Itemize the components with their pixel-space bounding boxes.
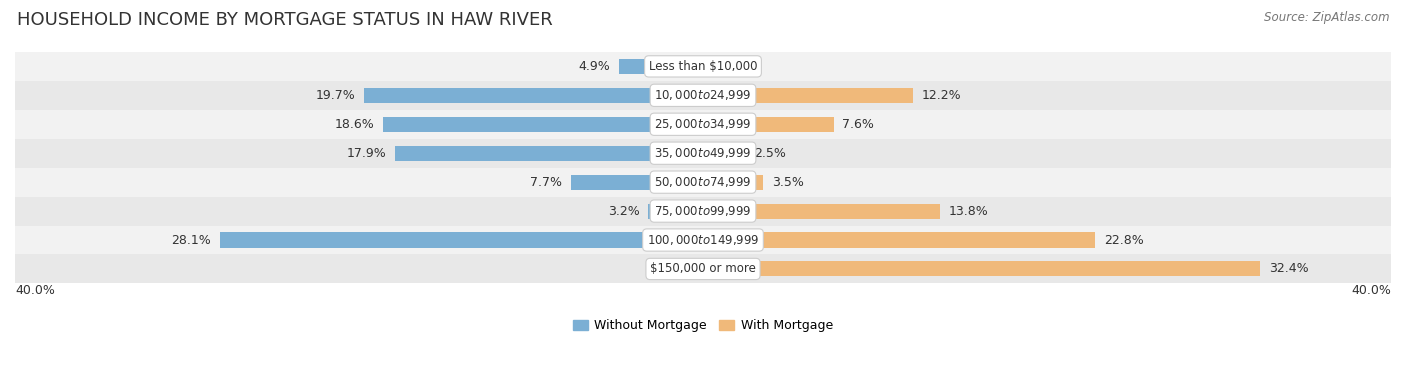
- Text: 2.5%: 2.5%: [755, 147, 786, 160]
- Bar: [571, 175, 703, 190]
- Text: Source: ZipAtlas.com: Source: ZipAtlas.com: [1264, 11, 1389, 24]
- Bar: [703, 175, 763, 190]
- Text: $75,000 to $99,999: $75,000 to $99,999: [654, 204, 752, 218]
- Bar: [703, 262, 1260, 276]
- Bar: [703, 232, 1095, 248]
- Text: 0.0%: 0.0%: [711, 60, 744, 73]
- Text: 4.9%: 4.9%: [578, 60, 610, 73]
- Text: Less than $10,000: Less than $10,000: [648, 60, 758, 73]
- Bar: [15, 139, 1391, 168]
- Text: 12.2%: 12.2%: [921, 89, 962, 102]
- Bar: [703, 203, 941, 218]
- Bar: [219, 232, 703, 248]
- Text: 0.0%: 0.0%: [662, 262, 695, 276]
- Text: 18.6%: 18.6%: [335, 118, 374, 131]
- Bar: [15, 226, 1391, 254]
- Bar: [15, 254, 1391, 284]
- Text: 3.5%: 3.5%: [772, 176, 804, 189]
- Text: 13.8%: 13.8%: [949, 204, 988, 218]
- Bar: [15, 52, 1391, 81]
- Legend: Without Mortgage, With Mortgage: Without Mortgage, With Mortgage: [574, 319, 832, 332]
- Text: 32.4%: 32.4%: [1268, 262, 1309, 276]
- Bar: [703, 117, 834, 132]
- Text: 22.8%: 22.8%: [1104, 234, 1143, 246]
- Bar: [382, 117, 703, 132]
- Text: HOUSEHOLD INCOME BY MORTGAGE STATUS IN HAW RIVER: HOUSEHOLD INCOME BY MORTGAGE STATUS IN H…: [17, 11, 553, 29]
- Bar: [648, 203, 703, 218]
- Bar: [15, 168, 1391, 197]
- Bar: [703, 88, 912, 103]
- Bar: [619, 59, 703, 74]
- Text: 28.1%: 28.1%: [172, 234, 211, 246]
- Bar: [703, 146, 747, 161]
- Text: 40.0%: 40.0%: [15, 284, 55, 297]
- Text: 7.6%: 7.6%: [842, 118, 875, 131]
- Text: 3.2%: 3.2%: [607, 204, 640, 218]
- Bar: [15, 110, 1391, 139]
- Text: $35,000 to $49,999: $35,000 to $49,999: [654, 146, 752, 160]
- Text: 19.7%: 19.7%: [316, 89, 356, 102]
- Bar: [15, 197, 1391, 226]
- Bar: [364, 88, 703, 103]
- Text: $50,000 to $74,999: $50,000 to $74,999: [654, 175, 752, 189]
- Text: $150,000 or more: $150,000 or more: [650, 262, 756, 276]
- Text: $25,000 to $34,999: $25,000 to $34,999: [654, 117, 752, 131]
- Text: 7.7%: 7.7%: [530, 176, 562, 189]
- Bar: [395, 146, 703, 161]
- Text: $100,000 to $149,999: $100,000 to $149,999: [647, 233, 759, 247]
- Text: 17.9%: 17.9%: [347, 147, 387, 160]
- Text: $10,000 to $24,999: $10,000 to $24,999: [654, 88, 752, 102]
- Text: 40.0%: 40.0%: [1351, 284, 1391, 297]
- Bar: [15, 81, 1391, 110]
